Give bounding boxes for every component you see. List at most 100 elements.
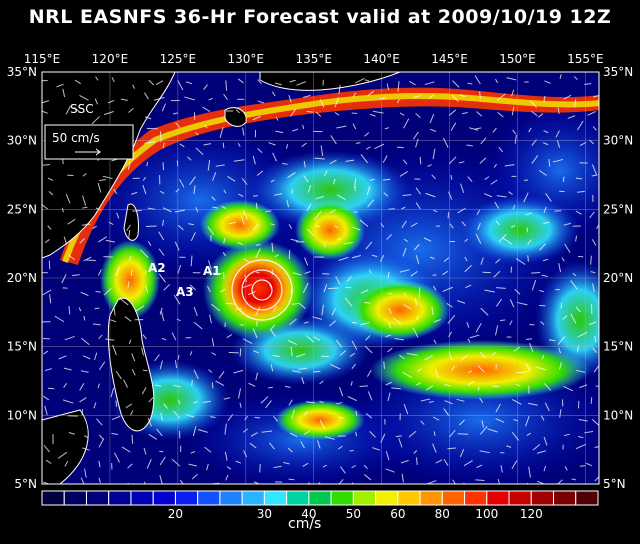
current-vector	[339, 466, 346, 474]
current-vector	[543, 383, 552, 391]
current-vector	[98, 434, 104, 440]
colorbar-swatch	[286, 490, 310, 506]
current-vector	[272, 152, 277, 162]
current-vector	[575, 235, 578, 242]
current-vector	[97, 182, 102, 193]
colorbar-tick-label: 50	[346, 507, 361, 521]
current-vector	[410, 270, 418, 277]
current-vector	[159, 456, 166, 466]
current-vector	[572, 272, 577, 277]
current-vector	[65, 193, 71, 204]
current-vector	[479, 397, 484, 404]
current-vector	[458, 161, 465, 164]
current-vector	[193, 185, 196, 195]
current-vector	[330, 363, 341, 370]
current-vector	[235, 109, 240, 114]
strong-anticyclonic-eddy	[220, 253, 296, 323]
current-vector	[265, 400, 272, 409]
current-vector	[144, 141, 156, 144]
current-vector	[202, 106, 211, 112]
current-vector	[82, 447, 90, 451]
current-vector	[160, 412, 163, 421]
current-vector	[65, 105, 71, 115]
current-vector	[557, 107, 560, 115]
current-vector	[360, 322, 370, 326]
current-vector	[131, 191, 138, 195]
current-vector	[273, 465, 282, 469]
current-vector	[274, 254, 279, 258]
current-vector	[531, 271, 541, 274]
current-vector	[416, 368, 422, 372]
current-vector	[408, 430, 417, 438]
current-vector	[224, 451, 228, 461]
colorbar-tick-label: 60	[390, 507, 405, 521]
current-vector	[282, 162, 288, 165]
current-vector	[120, 98, 128, 101]
current-vector	[460, 355, 468, 361]
current-vector	[474, 127, 482, 130]
current-vector	[396, 99, 400, 104]
current-vector	[289, 289, 294, 294]
current-vector	[98, 460, 101, 468]
current-vector	[255, 244, 261, 246]
colorbar-swatch	[330, 490, 354, 506]
current-vector	[124, 316, 132, 322]
current-vector	[495, 418, 505, 423]
current-vector	[203, 143, 212, 146]
current-vector	[476, 464, 483, 469]
current-vector	[448, 156, 457, 165]
current-vector	[110, 387, 115, 398]
current-vector	[466, 144, 473, 147]
current-vector	[144, 116, 152, 120]
colorbar-swatch	[553, 490, 577, 506]
current-vector	[80, 291, 89, 297]
feature-label-a3: A3	[176, 285, 194, 299]
current-vector	[416, 382, 422, 386]
latitude-label-right: 10°N	[603, 408, 633, 422]
current-vector	[221, 205, 227, 210]
current-vector	[564, 466, 568, 471]
current-vector	[369, 113, 376, 117]
current-vector	[114, 452, 120, 463]
current-vector	[81, 223, 91, 226]
current-vector	[541, 274, 548, 277]
latitude-label-right: 20°N	[603, 271, 633, 285]
current-vector	[158, 248, 165, 256]
longitude-label: 130°E	[228, 52, 265, 66]
current-vector	[239, 324, 245, 326]
current-vector	[314, 157, 325, 160]
current-vector	[96, 418, 103, 426]
current-vector	[98, 361, 106, 371]
current-vector	[271, 242, 274, 253]
current-vector	[540, 321, 545, 326]
current-vector	[315, 111, 322, 118]
current-vector	[268, 142, 276, 146]
current-vector	[287, 447, 293, 453]
current-vector	[287, 172, 296, 179]
current-vector	[570, 313, 577, 324]
current-vector	[270, 364, 274, 372]
current-vector	[351, 363, 356, 370]
current-vector	[255, 306, 261, 316]
colorbar	[41, 490, 599, 506]
current-vector	[243, 450, 248, 458]
current-vector	[424, 81, 435, 86]
current-vector	[402, 247, 407, 257]
japan-islands	[259, 72, 401, 91]
current-vector	[270, 179, 275, 183]
current-vector	[525, 362, 531, 372]
current-vector	[83, 435, 89, 439]
current-vector	[433, 339, 437, 344]
current-vector	[42, 100, 50, 104]
current-vector	[577, 255, 584, 258]
current-vector	[64, 335, 75, 341]
current-vector	[304, 257, 309, 266]
current-vector	[95, 76, 99, 81]
current-vector	[324, 436, 335, 440]
colorbar-swatch	[397, 490, 421, 506]
current-vector	[163, 403, 168, 409]
current-vector	[432, 443, 437, 453]
current-vector	[211, 352, 216, 356]
current-vector	[115, 400, 118, 407]
current-vector	[244, 415, 249, 421]
